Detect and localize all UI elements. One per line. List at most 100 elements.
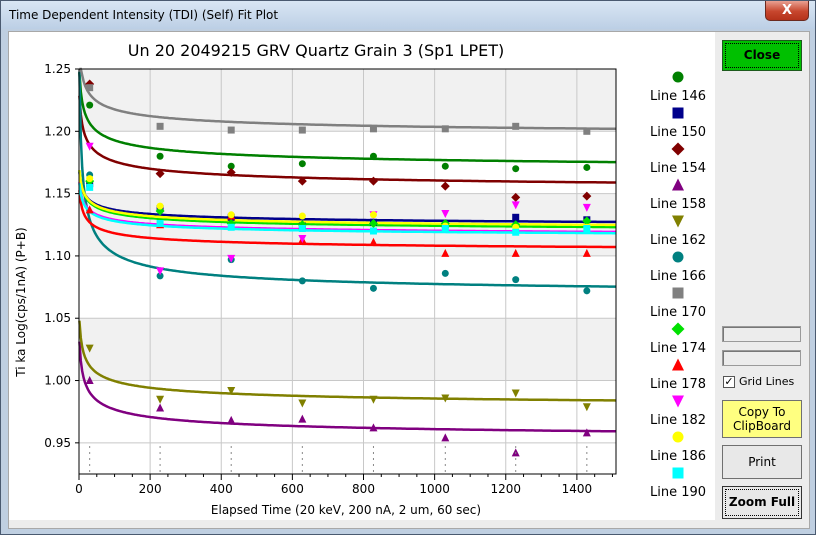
data-point-line-154 xyxy=(582,191,592,201)
data-point-line-174 xyxy=(368,219,378,229)
legend-label-line-178: Line 178 xyxy=(650,377,706,392)
y-tick-label: 1.05 xyxy=(44,311,71,325)
fit-curve-line-186 xyxy=(78,169,616,227)
data-point-line-190 xyxy=(156,220,164,228)
y-tick-label: 1.25 xyxy=(44,62,71,76)
data-point-line-170 xyxy=(583,127,591,135)
data-point-line-154 xyxy=(511,192,521,202)
data-point-line-166 xyxy=(583,287,591,295)
data-point-line-146 xyxy=(369,152,377,160)
fit-plot-chart: Un 20 2049215 GRV Quartz Grain 3 (Sp1 LP… xyxy=(9,32,715,520)
window-close-icon[interactable]: X xyxy=(765,1,809,21)
data-point-line-186 xyxy=(298,212,306,220)
data-point-line-190 xyxy=(227,223,235,231)
data-point-line-174 xyxy=(582,216,592,226)
window-title: Time Dependent Intensity (TDI) (Self) Fi… xyxy=(9,8,279,22)
data-point-line-170 xyxy=(441,125,449,133)
data-point-line-178 xyxy=(582,248,591,257)
x-tick-label: 400 xyxy=(210,482,233,496)
y-axis-label: Ti ka Log(cps/1nA) (P+B) xyxy=(14,227,28,377)
plot-frame xyxy=(78,68,617,475)
grid-lines-checkbox[interactable]: ✓ xyxy=(723,375,735,388)
data-point-line-182 xyxy=(227,254,236,263)
y-tick-label: 1.20 xyxy=(44,124,71,138)
data-point-line-178 xyxy=(85,205,94,214)
x-tick-label: 1200 xyxy=(490,482,521,496)
data-point-line-154 xyxy=(155,169,165,179)
data-point-line-170 xyxy=(156,122,164,130)
y-tick-label: 0.95 xyxy=(44,436,71,450)
x-axis-label: Elapsed Time (20 keV, 200 nA, 2 um, 60 s… xyxy=(211,503,481,517)
data-point-line-158 xyxy=(85,376,94,385)
data-point-line-190 xyxy=(441,225,449,233)
data-point-line-190 xyxy=(583,225,591,233)
info-field-1 xyxy=(722,326,801,342)
legend-marker-line-150 xyxy=(672,107,684,119)
fit-curve-line-174 xyxy=(78,170,616,229)
y-tick-label: 1.15 xyxy=(44,187,71,201)
legend-marker-line-186 xyxy=(672,431,684,443)
data-point-line-178 xyxy=(441,248,450,257)
data-point-line-166 xyxy=(441,269,449,277)
data-point-line-182 xyxy=(298,234,307,243)
legend-marker-line-158 xyxy=(672,178,684,191)
data-point-line-190 xyxy=(369,227,377,235)
data-point-line-170 xyxy=(227,126,235,134)
data-point-line-182 xyxy=(582,203,591,212)
data-point-line-186 xyxy=(369,211,377,219)
data-point-line-154 xyxy=(368,176,378,186)
data-point-line-158 xyxy=(441,433,450,442)
copy-button-line1: Copy To xyxy=(738,405,786,419)
data-point-line-186 xyxy=(86,175,94,183)
legend-label-line-182: Line 182 xyxy=(650,413,706,428)
data-point-line-178 xyxy=(369,237,378,246)
chart-title: Un 20 2049215 GRV Quartz Grain 3 (Sp1 LP… xyxy=(128,41,505,60)
data-point-line-158 xyxy=(227,415,236,424)
data-point-line-170 xyxy=(86,84,94,92)
close-button[interactable]: Close xyxy=(722,40,802,71)
fit-curve-line-146 xyxy=(78,72,616,164)
legend-label-line-170: Line 170 xyxy=(650,305,706,320)
data-point-line-154 xyxy=(297,176,307,186)
copy-button-line2: ClipBoard xyxy=(733,419,791,433)
data-point-line-146 xyxy=(156,152,164,160)
data-point-line-146 xyxy=(86,101,94,109)
copy-to-clipboard-button[interactable]: Copy To ClipBoard xyxy=(722,400,802,438)
legend-label-line-162: Line 162 xyxy=(650,233,706,248)
fit-curve-line-166 xyxy=(78,71,616,288)
data-point-line-162 xyxy=(441,394,450,403)
y-tick-label: 1.00 xyxy=(44,374,71,388)
x-tick-label: 600 xyxy=(281,482,304,496)
data-point-line-154 xyxy=(440,181,450,191)
data-point-line-190 xyxy=(512,228,520,236)
data-point-line-190 xyxy=(298,225,306,233)
legend-marker-line-146 xyxy=(672,71,684,83)
legend-label-line-154: Line 154 xyxy=(650,161,706,176)
legend-marker-line-162 xyxy=(672,215,684,228)
fit-curve-line-190 xyxy=(78,183,616,235)
x-tick-label: 800 xyxy=(352,482,375,496)
data-point-line-162 xyxy=(227,387,236,396)
data-point-line-146 xyxy=(512,165,520,173)
legend-marker-line-182 xyxy=(672,395,684,408)
grid-lines-label: Grid Lines xyxy=(739,375,795,388)
grid-band xyxy=(79,318,616,381)
fit-curve-line-150 xyxy=(78,171,616,224)
fit-curve-line-178 xyxy=(78,190,616,249)
data-point-line-178 xyxy=(511,248,520,257)
data-point-line-146 xyxy=(441,162,449,170)
data-point-line-166 xyxy=(369,284,377,292)
zoom-full-button[interactable]: Zoom Full xyxy=(722,486,802,519)
print-button[interactable]: Print xyxy=(722,445,802,479)
info-field-2 xyxy=(722,350,801,366)
data-point-line-162 xyxy=(156,395,165,404)
data-point-line-182 xyxy=(441,210,450,219)
plot-area xyxy=(79,69,616,474)
data-point-line-162 xyxy=(369,395,378,404)
fit-curve-line-162 xyxy=(78,320,616,402)
fit-curve-line-170 xyxy=(79,67,616,131)
legend-marker-line-154 xyxy=(671,142,685,156)
data-point-line-146 xyxy=(298,160,306,168)
data-point-line-182 xyxy=(85,142,94,151)
x-tick-label: 0 xyxy=(75,482,83,496)
